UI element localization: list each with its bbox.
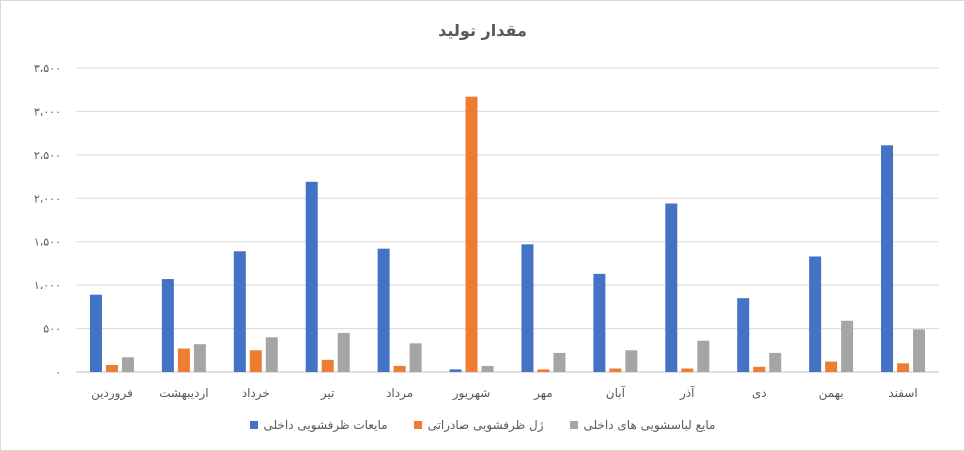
x-tick-label: دی bbox=[752, 386, 767, 400]
bar bbox=[537, 369, 550, 372]
x-tick-label: آبان bbox=[606, 385, 626, 400]
x-tick-label: اسفند bbox=[888, 386, 917, 400]
bar bbox=[449, 369, 462, 372]
bar bbox=[753, 366, 766, 372]
bar bbox=[393, 365, 406, 372]
legend-label: ژل ظرفشویی صادراتی bbox=[427, 418, 544, 432]
bar bbox=[321, 359, 334, 372]
x-tick-label: تیر bbox=[320, 386, 335, 401]
legend-label: مایعات ظرفشویی داخلی bbox=[263, 418, 388, 432]
bar bbox=[409, 343, 422, 372]
legend: مایعات ظرفشویی داخلی ژل ظرفشویی صادراتی ما… bbox=[1, 418, 964, 432]
bar bbox=[521, 244, 534, 372]
legend-swatch bbox=[413, 421, 422, 429]
bar bbox=[897, 363, 910, 372]
bar bbox=[609, 368, 622, 372]
y-tick-label: ۵۰۰ bbox=[43, 323, 61, 336]
legend-swatch bbox=[569, 421, 578, 429]
x-tick-label: خرداد bbox=[242, 386, 270, 401]
bar bbox=[681, 368, 694, 372]
y-tick-label: ۳،۵۰۰ bbox=[34, 62, 61, 75]
x-tick-label: آذر bbox=[679, 385, 695, 401]
bar bbox=[177, 348, 190, 372]
x-tick-label: بهمن bbox=[819, 386, 844, 401]
bar bbox=[233, 251, 246, 372]
y-tick-label: ۲،۰۰۰ bbox=[34, 192, 61, 205]
bar bbox=[193, 344, 206, 372]
y-tick-label: ۱،۰۰۰ bbox=[34, 279, 61, 292]
y-tick-label: ۳،۰۰۰ bbox=[34, 105, 61, 118]
bar bbox=[697, 340, 710, 372]
bar bbox=[553, 352, 566, 372]
y-tick-label: ۰ bbox=[55, 366, 61, 379]
bar bbox=[249, 350, 262, 372]
bar bbox=[913, 329, 926, 372]
bar bbox=[809, 256, 822, 372]
bar bbox=[825, 361, 838, 372]
x-tick-label: فروردین bbox=[91, 386, 133, 401]
chart-title: مقدار تولید bbox=[438, 21, 527, 40]
legend-item: ژل ظرفشویی صادراتی bbox=[413, 418, 544, 432]
legend-label: مایع لباسشویی های داخلی bbox=[583, 418, 716, 432]
legend-item: مایع لباسشویی های داخلی bbox=[569, 418, 716, 432]
bar bbox=[481, 365, 494, 372]
bar bbox=[161, 279, 174, 372]
bar bbox=[305, 181, 318, 372]
bar bbox=[121, 357, 134, 372]
bar bbox=[625, 350, 638, 372]
bar bbox=[465, 96, 478, 373]
bar bbox=[89, 294, 102, 372]
bar bbox=[265, 337, 278, 372]
y-tick-label: ۲،۵۰۰ bbox=[34, 149, 61, 162]
bar bbox=[377, 248, 390, 372]
bar bbox=[881, 145, 894, 372]
y-tick-label: ۱،۵۰۰ bbox=[34, 236, 61, 249]
bar bbox=[737, 298, 750, 372]
bar bbox=[841, 320, 854, 372]
bar bbox=[593, 273, 606, 372]
bar bbox=[337, 332, 350, 372]
bar bbox=[665, 203, 678, 372]
legend-swatch bbox=[249, 421, 258, 429]
x-tick-label: مهر bbox=[533, 386, 553, 401]
bar bbox=[105, 365, 118, 372]
bar bbox=[769, 352, 782, 372]
legend-item: مایعات ظرفشویی داخلی bbox=[249, 418, 388, 432]
x-tick-label: مرداد bbox=[386, 386, 413, 401]
x-tick-label: اردیبهشت bbox=[159, 386, 208, 401]
x-tick-label: شهریور bbox=[452, 386, 491, 401]
